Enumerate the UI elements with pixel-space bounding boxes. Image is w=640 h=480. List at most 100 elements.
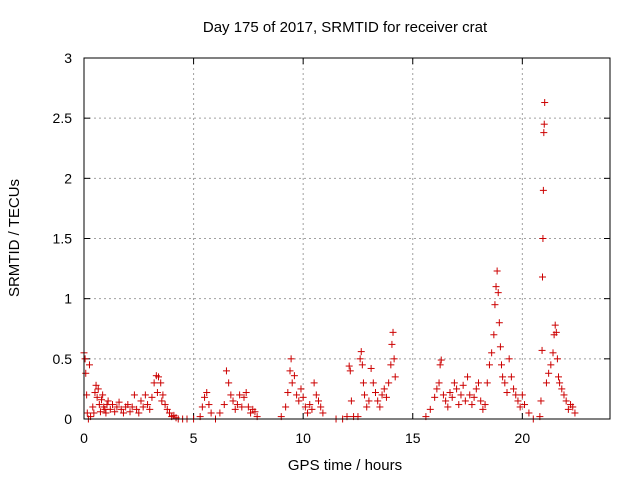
data-point [496,343,504,351]
data-point [227,391,235,399]
data-point [104,397,112,405]
y-tick-label: 2.5 [53,110,73,126]
data-point [470,393,478,401]
data-point [233,401,241,409]
y-tick-label: 2 [64,170,72,186]
data-point [251,408,259,416]
data-point [288,379,296,387]
data-point [139,403,147,411]
data-point [503,389,511,397]
data-point [378,391,386,399]
data-point [510,385,518,393]
data-point [514,397,522,405]
data-point [501,379,509,387]
data-point [539,186,547,194]
data-point [492,283,500,291]
data-point [483,379,491,387]
data-point [562,397,570,405]
data-point [301,403,309,411]
data-point [94,385,102,393]
data-point [236,391,244,399]
data-point [391,373,399,381]
data-point [512,391,520,399]
data-point [369,379,377,387]
data-point [453,385,461,393]
data-point [161,401,169,409]
data-point [102,409,110,417]
data-point [93,393,101,401]
data-point [244,403,252,411]
x-tick-label: 20 [515,430,531,446]
data-point [549,349,557,357]
data-point [448,393,456,401]
data-point [390,355,398,363]
x-tick-label: 0 [80,430,88,446]
data-point [130,391,138,399]
data-point [98,396,106,404]
data-point [388,340,396,348]
data-point [437,356,445,364]
data-point [435,379,443,387]
data-point [538,273,546,281]
data-point [494,289,502,297]
data-point [231,405,239,413]
data-point [459,381,467,389]
data-point [361,391,369,399]
data-point [554,373,562,381]
data-point [347,397,355,405]
data-point [96,408,104,416]
y-tick-label: 1 [64,291,72,307]
data-point [159,391,167,399]
data-point [290,372,298,380]
data-point [83,409,91,417]
axis-ticks: 0 0.5 1 1.5 2 2.5 3 0 5 10 15 20 [53,50,610,446]
data-point [553,355,561,363]
data-point [155,373,163,381]
data-point [222,367,230,375]
data-point [99,391,107,399]
data-point [117,405,125,413]
x-tick-label: 15 [405,430,421,446]
data-point [571,409,579,417]
data-point [488,349,496,357]
data-point [310,379,318,387]
data-point [540,120,548,128]
data-point [163,405,171,413]
data-point [495,319,503,327]
data-point [485,361,493,369]
data-point [498,361,506,369]
data-point [150,379,158,387]
data-point [89,403,97,411]
data-point [133,405,141,413]
data-point [365,397,373,405]
data-point [146,405,154,413]
data-point [81,355,89,363]
data-point [539,235,547,242]
data-point [380,385,388,393]
data-point [426,405,434,413]
data-point [119,409,127,417]
data-point [297,385,305,393]
data-point [148,393,156,401]
data-point [85,361,93,369]
data-point [308,405,316,413]
data-point [229,397,237,405]
data-point [436,361,444,369]
data-point [461,397,469,405]
data-point [537,397,545,405]
data-point [433,385,441,393]
data-point [90,409,98,417]
data-point [135,409,143,417]
data-point [493,267,501,275]
data-point [95,401,103,409]
data-point [376,403,384,411]
data-point [569,403,577,411]
data-point [317,403,325,411]
data-point [359,379,367,387]
data-point [286,367,294,375]
x-tick-label: 5 [190,430,198,446]
data-point [558,385,566,393]
data-point [157,379,165,387]
data-point [541,99,549,107]
